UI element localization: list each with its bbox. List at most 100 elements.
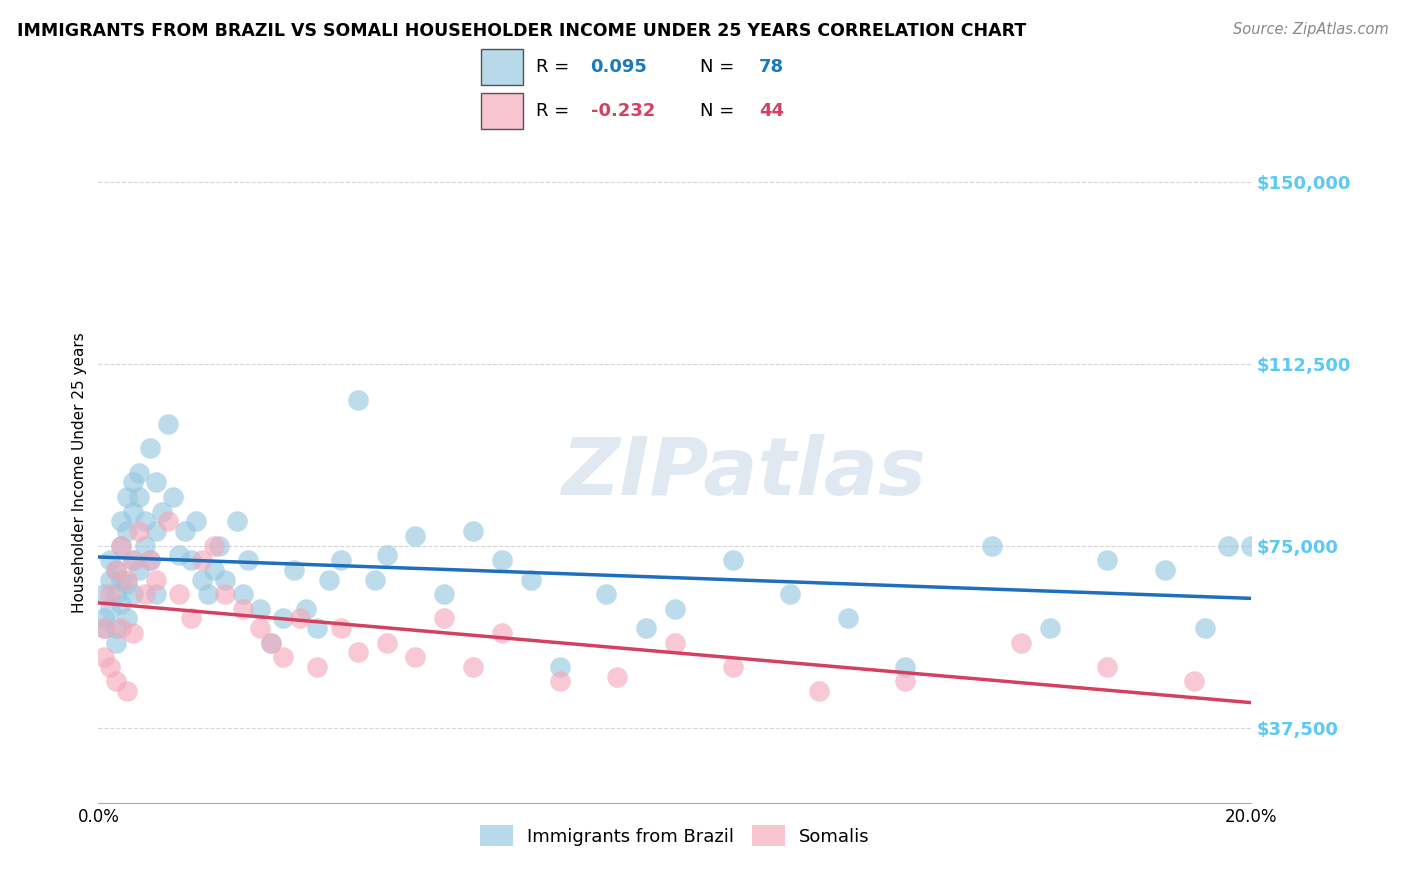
Text: 0.095: 0.095 — [591, 58, 647, 76]
Point — [117, 524, 139, 538]
Text: R =: R = — [536, 58, 569, 76]
Point — [145, 587, 167, 601]
Point — [595, 587, 617, 601]
Point — [139, 442, 162, 456]
Point — [231, 587, 254, 601]
Point — [461, 660, 484, 674]
Point — [128, 466, 150, 480]
Point — [122, 553, 145, 567]
Point — [318, 573, 340, 587]
Text: IMMIGRANTS FROM BRAZIL VS SOMALI HOUSEHOLDER INCOME UNDER 25 YEARS CORRELATION C: IMMIGRANTS FROM BRAZIL VS SOMALI HOUSEHO… — [17, 22, 1026, 40]
Point — [93, 650, 115, 665]
Point — [290, 611, 312, 625]
Point — [98, 660, 121, 674]
Point — [139, 553, 162, 567]
Point — [491, 553, 513, 567]
Point — [295, 601, 318, 615]
Text: N =: N = — [700, 58, 734, 76]
Point — [110, 539, 132, 553]
Point — [721, 553, 744, 567]
Point — [93, 621, 115, 635]
Point — [461, 524, 484, 538]
Point — [208, 539, 231, 553]
Text: R =: R = — [536, 102, 569, 120]
Point — [93, 621, 115, 635]
Text: -0.232: -0.232 — [591, 102, 655, 120]
Point — [128, 524, 150, 538]
Text: 78: 78 — [759, 58, 785, 76]
Point — [145, 573, 167, 587]
Point — [122, 626, 145, 640]
Point — [145, 475, 167, 490]
Point — [307, 660, 329, 674]
Point — [122, 505, 145, 519]
Point — [139, 553, 162, 567]
Point — [122, 475, 145, 490]
Text: N =: N = — [700, 102, 734, 120]
Point — [1010, 635, 1032, 649]
Point — [249, 621, 271, 635]
Point — [93, 611, 115, 625]
Point — [98, 553, 121, 567]
Point — [110, 539, 132, 553]
Legend: Immigrants from Brazil, Somalis: Immigrants from Brazil, Somalis — [472, 818, 877, 853]
Point — [180, 553, 202, 567]
Point — [1097, 553, 1119, 567]
Point — [156, 417, 179, 432]
Point — [117, 684, 139, 698]
Point — [104, 674, 127, 689]
Point — [837, 611, 859, 625]
Point — [134, 587, 156, 601]
Text: Source: ZipAtlas.com: Source: ZipAtlas.com — [1233, 22, 1389, 37]
Point — [664, 635, 686, 649]
Point — [134, 514, 156, 528]
Point — [1182, 674, 1205, 689]
Point — [162, 490, 184, 504]
Point — [231, 601, 254, 615]
Point — [664, 601, 686, 615]
Point — [606, 670, 628, 684]
Point — [433, 611, 456, 625]
Point — [346, 645, 368, 659]
Point — [197, 587, 219, 601]
Point — [1154, 563, 1177, 577]
Point — [375, 548, 398, 563]
Point — [375, 635, 398, 649]
Point — [122, 587, 145, 601]
Point — [110, 597, 132, 611]
Point — [346, 392, 368, 407]
Point — [271, 650, 294, 665]
Point — [636, 621, 658, 635]
Text: ZIPatlas: ZIPatlas — [561, 434, 927, 512]
Point — [98, 573, 121, 587]
Point — [405, 529, 427, 543]
Point — [110, 573, 132, 587]
Point — [981, 539, 1004, 553]
Point — [548, 674, 571, 689]
Point — [110, 514, 132, 528]
Point — [405, 650, 427, 665]
Point — [180, 611, 202, 625]
FancyBboxPatch shape — [481, 49, 523, 85]
Point — [721, 660, 744, 674]
Point — [128, 490, 150, 504]
Point — [1194, 621, 1216, 635]
Point — [364, 573, 387, 587]
Point — [214, 587, 236, 601]
Point — [249, 601, 271, 615]
Point — [117, 490, 139, 504]
Point — [329, 621, 352, 635]
Point — [548, 660, 571, 674]
Point — [110, 621, 132, 635]
Point — [186, 514, 208, 528]
Point — [260, 635, 283, 649]
Point — [191, 553, 214, 567]
Point — [145, 524, 167, 538]
Point — [104, 563, 127, 577]
Point — [104, 563, 127, 577]
Point — [167, 587, 190, 601]
Point — [260, 635, 283, 649]
Point — [1218, 539, 1240, 553]
Point — [1039, 621, 1062, 635]
Point — [202, 563, 225, 577]
